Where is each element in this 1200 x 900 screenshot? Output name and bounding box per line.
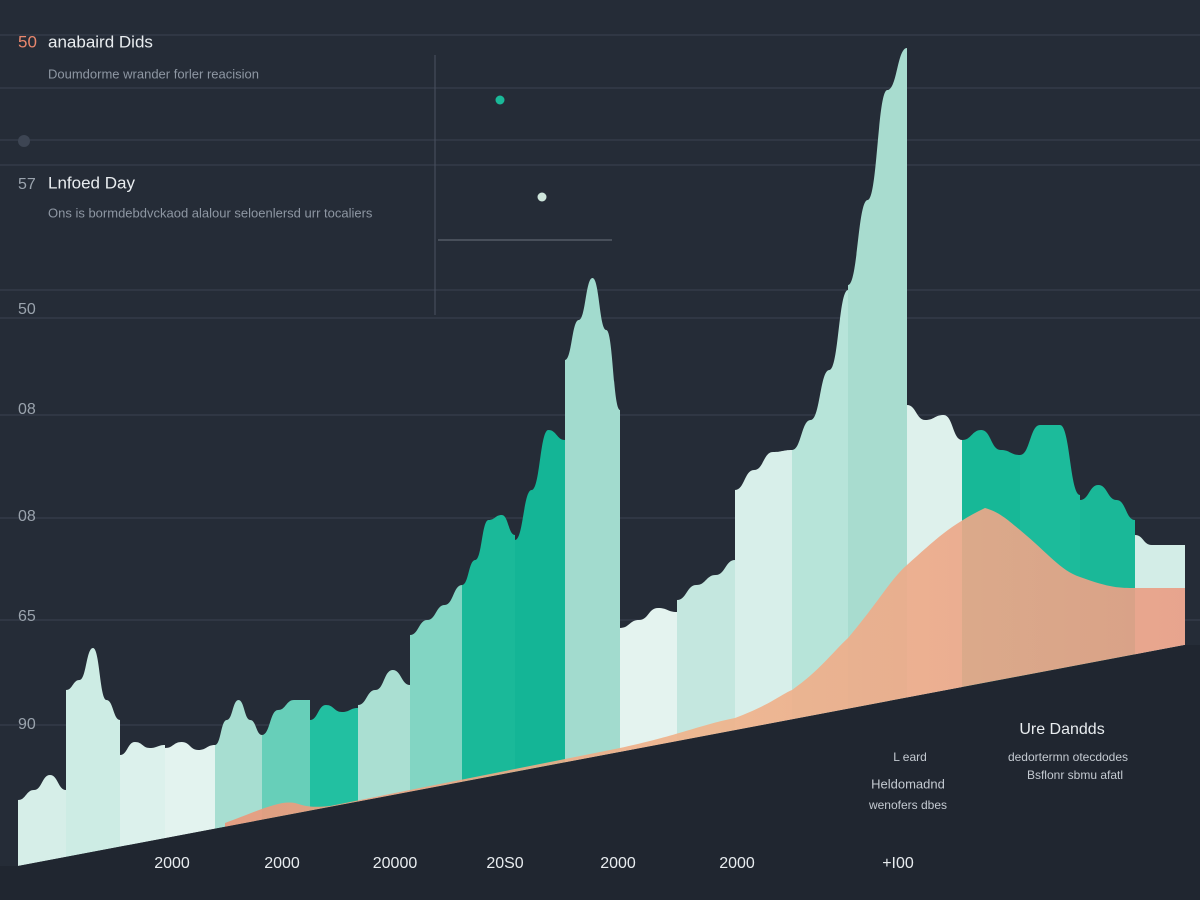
dot <box>18 135 30 147</box>
y-label: 50 <box>18 301 36 318</box>
x-label: 20000 <box>373 855 418 872</box>
legend-line: L eard <box>893 750 927 764</box>
y-label: 65 <box>18 608 36 625</box>
area-column <box>18 775 66 866</box>
x-label: 2000 <box>154 855 190 872</box>
floor <box>0 645 1200 900</box>
dot <box>495 95 505 105</box>
area-column <box>565 278 620 866</box>
legend-title: Ure Dandds <box>1019 721 1104 738</box>
x-label: +I00 <box>882 855 914 872</box>
legend-line: Bsflonr sbmu afatl <box>1027 768 1123 782</box>
y-label: 08 <box>18 401 36 418</box>
y-label: 90 <box>18 716 36 733</box>
legend-line: dedortermn otecdodes <box>1008 750 1128 764</box>
header-subtitle: Doumdorme wrander forler reacision <box>48 66 259 81</box>
x-label: 2000 <box>719 855 755 872</box>
dot <box>537 192 547 202</box>
x-label: 2000 <box>600 855 636 872</box>
annotation-number: 57 <box>18 176 36 193</box>
annotation-text: Ons is bormdebdvckaod alalour seloenlers… <box>48 205 373 220</box>
x-label: 2000 <box>264 855 300 872</box>
x-label: 20S0 <box>486 855 523 872</box>
y-label: 08 <box>18 508 36 525</box>
legend-line: wenofers dbes <box>868 798 947 812</box>
labels: 50 08 08 65 90 2000 2000 20000 20S0 2000 2000 +I00 <box>18 301 914 872</box>
legend-line: Heldomadnd <box>871 776 945 791</box>
header-number: 50 <box>18 32 37 51</box>
area-column <box>66 648 120 866</box>
header-title: anabaird Dids <box>48 32 153 51</box>
annotation-title: Lnfoed Day <box>48 173 135 192</box>
